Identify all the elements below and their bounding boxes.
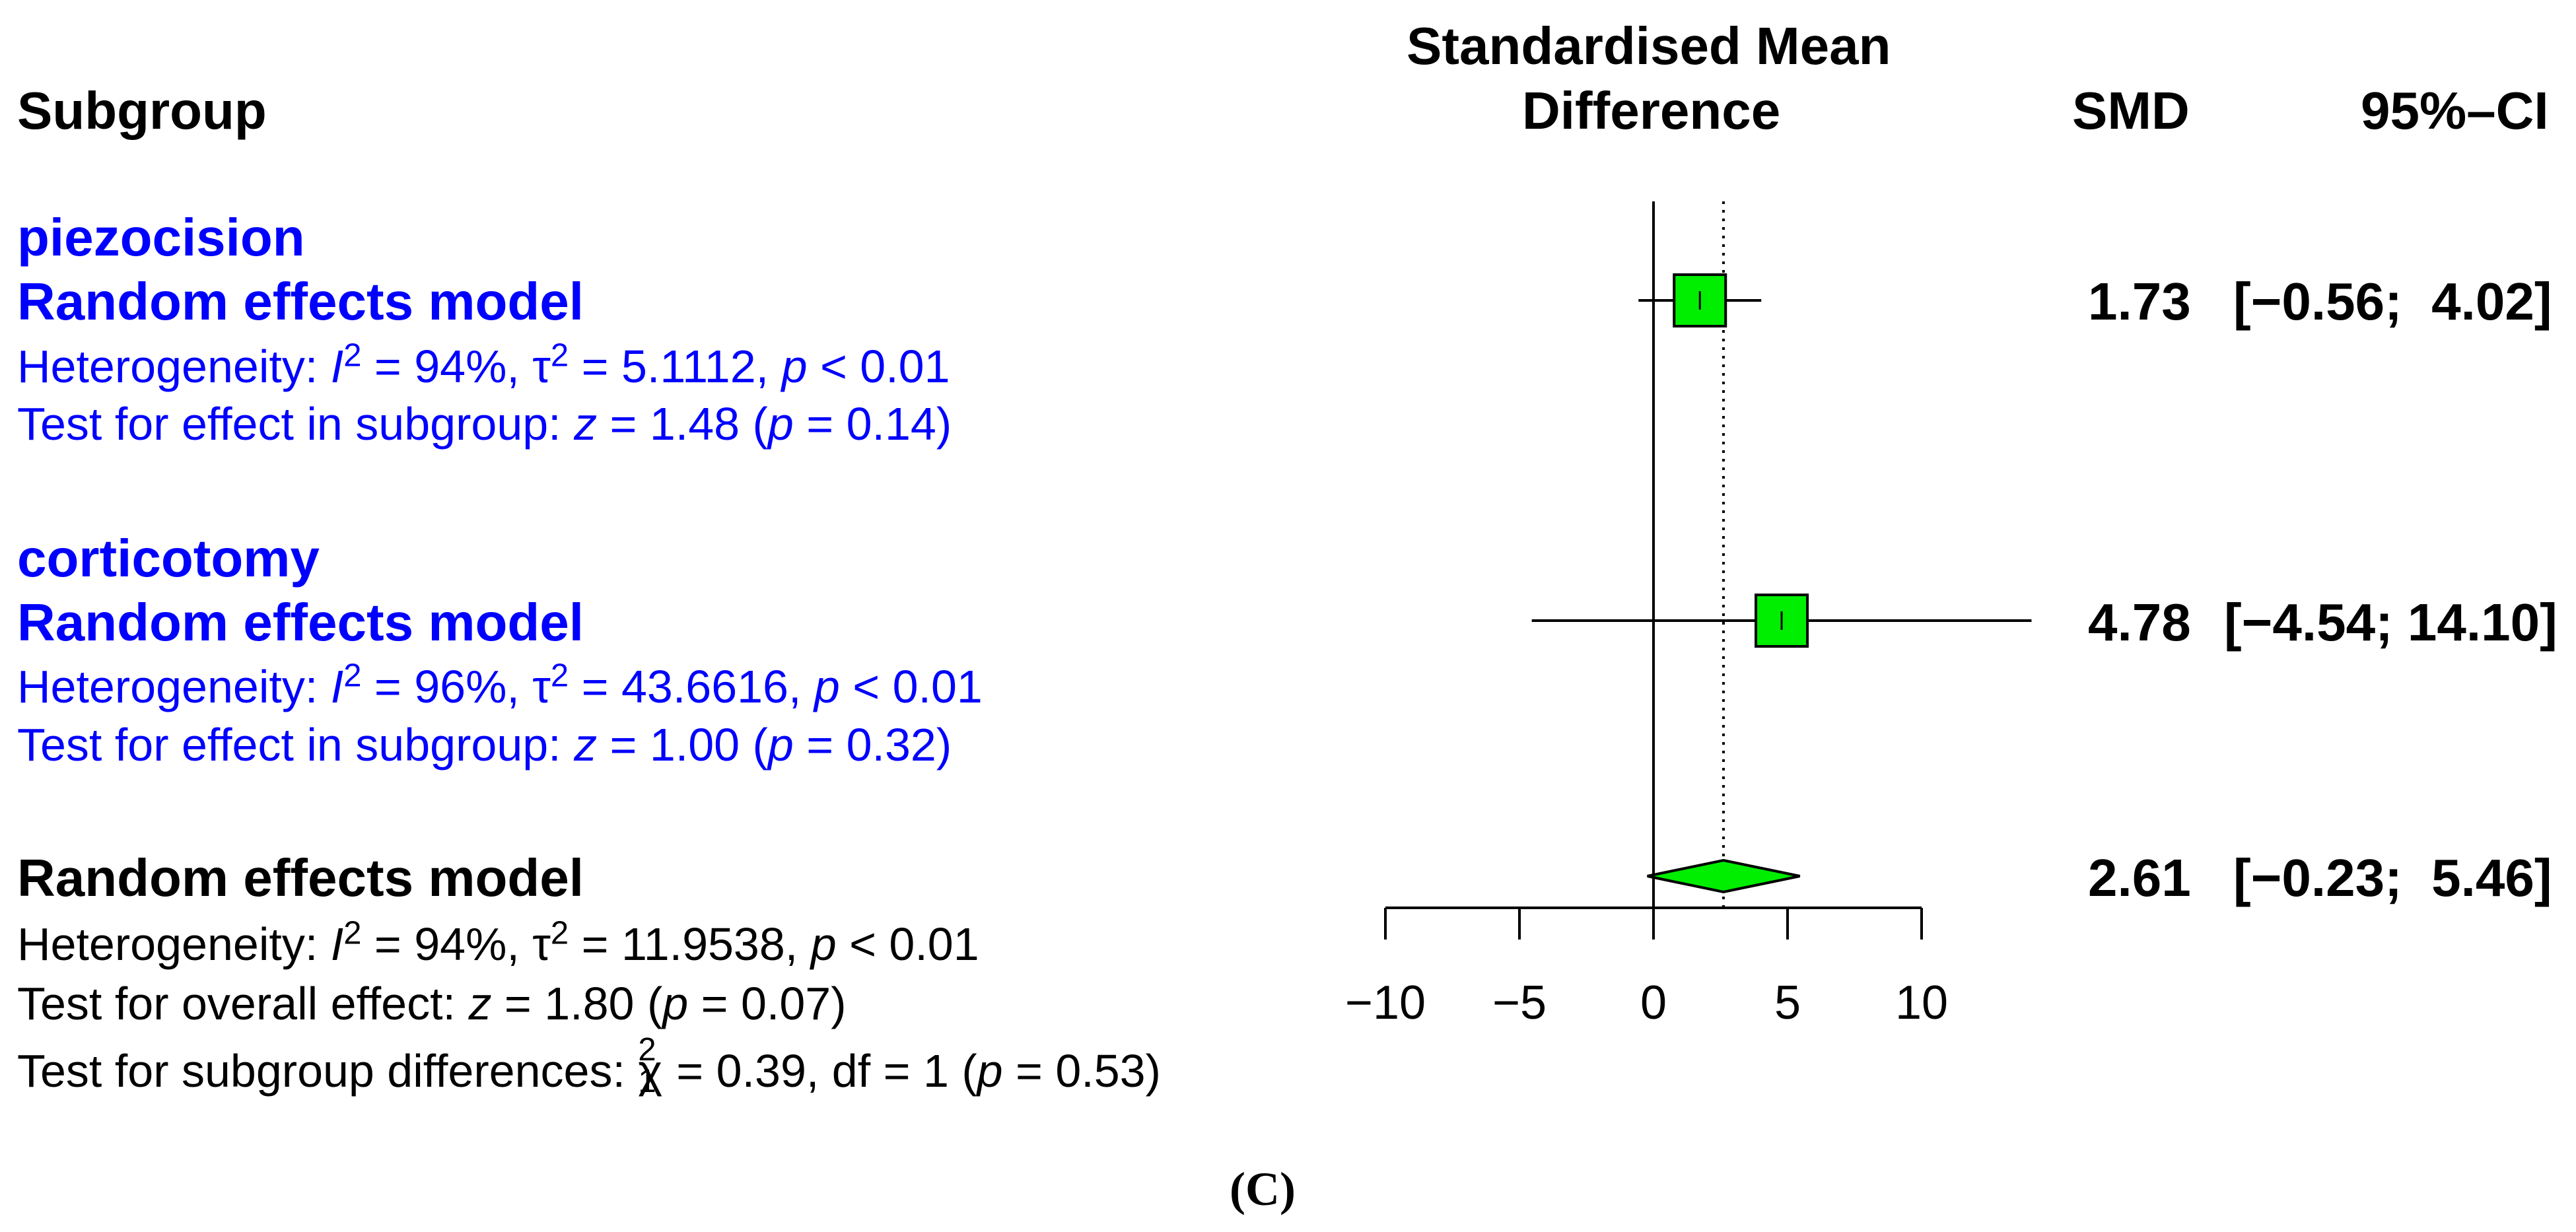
header-effect-line2: Difference xyxy=(1522,81,1781,140)
test-prefix: Test for effect in subgroup: xyxy=(17,719,574,770)
test-z: 1.80 xyxy=(544,978,635,1029)
subgroup-test: Test for effect in subgroup: z = 1.00 (p… xyxy=(17,719,952,770)
subgroup-heterogeneity: Heterogeneity: I2 = 96%, τ2 = 43.6616, p… xyxy=(17,658,983,712)
overall-ci: [−0.23; 5.46] xyxy=(2233,848,2552,907)
pooled-estimate-diamond xyxy=(1647,858,1801,894)
diff-p: = 0.53 xyxy=(1016,1045,1146,1097)
het-p: < 0.01 xyxy=(853,661,983,712)
x-axis-tick-label: −10 xyxy=(1345,976,1426,1029)
test-z: 1.00 xyxy=(649,719,740,770)
estimate-square xyxy=(1673,273,1727,327)
het-prefix: Heterogeneity: xyxy=(17,918,331,970)
header-smd: SMD xyxy=(2072,81,2190,140)
overall-heterogeneity: Heterogeneity: I2 = 94%, τ2 = 11.9538, p… xyxy=(17,915,979,970)
x-axis-tick-label: 5 xyxy=(1774,976,1801,1029)
subgroup-smd: 4.78 xyxy=(2088,593,2191,652)
header-subgroup: Subgroup xyxy=(17,81,267,140)
het-p: < 0.01 xyxy=(849,918,979,970)
het-tau2: 11.9538 xyxy=(621,918,785,970)
test-prefix: Test for overall effect: xyxy=(17,978,469,1029)
het-tau2: 43.6616 xyxy=(621,661,788,712)
subgroup-model-label: Random effects model xyxy=(17,593,584,652)
overall-model-label: Random effects model xyxy=(17,848,584,907)
x-axis-tick-label: −5 xyxy=(1492,976,1547,1029)
test-p: = 0.07 xyxy=(701,978,831,1029)
overall-smd: 2.61 xyxy=(2088,848,2191,907)
subgroup-ci: [−0.56; 4.02] xyxy=(2233,272,2552,331)
subgroup-heterogeneity: Heterogeneity: I2 = 94%, τ2 = 5.1112, p … xyxy=(17,337,950,392)
subgroup-test: Test for effect in subgroup: z = 1.48 (p… xyxy=(17,398,952,450)
header-effect-line1: Standardised Mean xyxy=(1407,17,1891,75)
het-tau2: 5.1112 xyxy=(621,341,756,392)
test-prefix: Test for effect in subgroup: xyxy=(17,398,574,450)
test-z: 1.48 xyxy=(649,398,740,450)
subgroup-name: corticotomy xyxy=(17,529,320,588)
het-prefix: Heterogeneity: xyxy=(17,661,331,712)
diff-chi2: 0.39 xyxy=(716,1045,806,1097)
test-p: = 0.32 xyxy=(806,719,936,770)
diff-df: 1 xyxy=(922,1045,949,1097)
het-i2: 94% xyxy=(414,918,507,970)
het-i2: 96% xyxy=(414,661,507,712)
het-p: < 0.01 xyxy=(819,341,950,392)
subgroup-smd: 1.73 xyxy=(2088,272,2191,331)
x-axis-tick-label: 0 xyxy=(1640,976,1667,1029)
subgroup-name: piezocision xyxy=(17,208,305,267)
overall-test: Test for overall effect: z = 1.80 (p = 0… xyxy=(17,978,847,1029)
diff-prefix: Test for subgroup differences: xyxy=(17,1045,639,1097)
test-p: = 0.14 xyxy=(806,398,936,450)
figure-caption: (C) xyxy=(1230,1163,1296,1215)
header-ci: 95%–CI xyxy=(2361,81,2549,140)
subgroup-ci: [−4.54; 14.10] xyxy=(2224,593,2558,652)
het-prefix: Heterogeneity: xyxy=(17,341,331,392)
het-i2: 94% xyxy=(414,341,507,392)
x-axis-tick-label: 10 xyxy=(1895,976,1948,1029)
subgroup-model-label: Random effects model xyxy=(17,272,584,331)
